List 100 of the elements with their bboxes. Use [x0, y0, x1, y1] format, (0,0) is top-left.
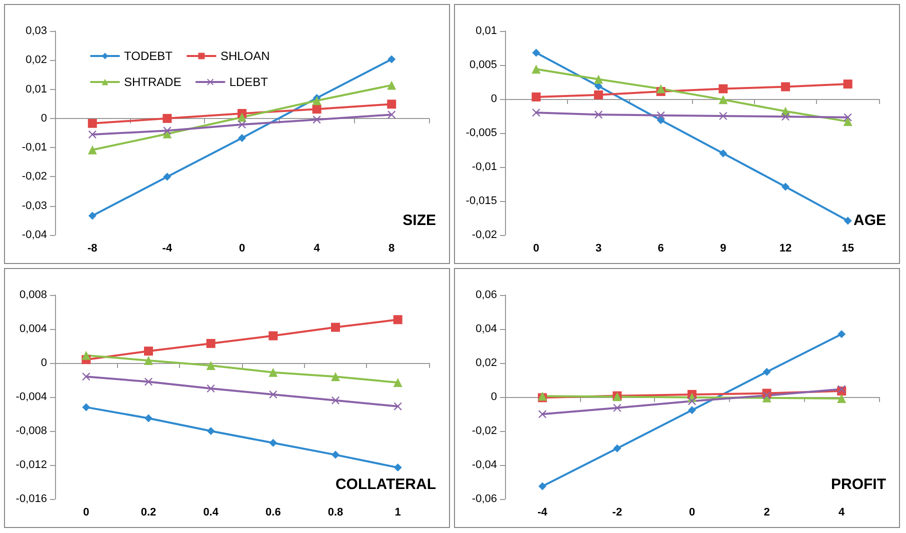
y-tick-label: 0,02	[476, 357, 497, 369]
x-tick-label: 4	[838, 506, 846, 518]
y-tick-label: -0,02	[22, 170, 47, 183]
y-tick-label: -0,01	[22, 142, 47, 154]
y-tick-label: 0,06	[476, 289, 497, 301]
x-tick-label: 0	[83, 506, 90, 518]
y-tick-label: -0,04	[22, 229, 47, 241]
point	[656, 116, 665, 124]
x-tick-label: -2	[612, 506, 622, 518]
point	[238, 112, 246, 122]
point	[782, 112, 790, 121]
point	[331, 322, 340, 332]
point	[88, 118, 97, 128]
y-tick-label: -0,06	[472, 493, 497, 505]
y-tick-label: 0,008	[19, 289, 47, 301]
x-tick-label: 15	[842, 242, 854, 254]
x-tick-label: 0.6	[266, 506, 281, 518]
y-tick-label: -0,012	[16, 459, 47, 471]
point	[688, 397, 696, 406]
point	[762, 391, 771, 400]
x-axis-title: PROFIT	[831, 476, 886, 493]
point	[388, 55, 396, 64]
point	[144, 378, 152, 386]
point	[206, 427, 215, 435]
point	[312, 96, 322, 106]
point	[387, 100, 396, 109]
y-tick-label: -0,01	[472, 161, 497, 173]
point	[762, 368, 771, 376]
point	[238, 134, 246, 142]
y-tick-label: -0,02	[472, 425, 497, 437]
point	[394, 402, 402, 410]
point	[718, 84, 728, 94]
point	[88, 145, 97, 154]
point	[837, 394, 846, 404]
y-tick-label: 0,03	[26, 25, 47, 37]
x-tick-label: 1	[394, 506, 401, 518]
point	[719, 112, 728, 120]
y-tick-label: -0,03	[22, 200, 47, 212]
point	[532, 48, 540, 57]
y-tick-label: -0,005	[466, 127, 497, 139]
x-tick-label: 0.2	[140, 506, 156, 518]
legend-label: SHLOAN	[220, 49, 270, 63]
y-tick-label: 0	[40, 357, 47, 369]
y-tick-label: -0,016	[16, 493, 47, 505]
point	[782, 182, 790, 191]
x-tick-label: 0	[238, 242, 246, 254]
point	[331, 372, 340, 382]
point	[206, 361, 216, 370]
x-tick-label: 0	[533, 242, 540, 254]
x-axis-title: SIZE	[402, 212, 436, 229]
point	[206, 338, 216, 348]
point	[656, 84, 666, 94]
x-tick-label: 4	[314, 242, 321, 254]
x-tick-label: 6	[658, 242, 664, 254]
x-tick-label: 0	[688, 506, 696, 518]
point	[532, 108, 540, 117]
x-axis-title: AGE	[853, 212, 886, 229]
x-tick-label: 0.4	[203, 506, 220, 518]
point	[594, 90, 603, 100]
point	[781, 82, 790, 92]
y-tick-label: -0,02	[472, 229, 497, 241]
y-tick-label: 0	[490, 93, 497, 105]
x-tick-label: -4	[538, 506, 548, 518]
point	[394, 464, 402, 472]
legend-label: LDEBT	[229, 75, 269, 89]
y-tick-label: 0	[490, 391, 497, 403]
point	[613, 444, 622, 452]
point	[532, 64, 541, 74]
point	[843, 80, 852, 89]
point	[538, 410, 546, 418]
y-tick-label: 0	[40, 112, 47, 124]
y-tick-label: -0,015	[466, 195, 497, 207]
point	[238, 120, 246, 129]
x-tick-label: 2	[764, 506, 770, 518]
point	[844, 113, 852, 122]
point	[163, 126, 172, 135]
x-tick-label: 9	[720, 242, 726, 254]
y-tick-label: 0,02	[26, 54, 47, 66]
y-tick-label: 0,005	[469, 59, 497, 71]
point	[387, 80, 396, 90]
point	[206, 384, 215, 392]
y-tick-label: -0,008	[16, 425, 47, 437]
point	[268, 368, 278, 377]
legend-label: TODEBT	[124, 49, 174, 63]
point	[162, 129, 172, 138]
y-tick-label: -0,004	[16, 391, 47, 403]
y-tick-label: -0,04	[472, 459, 497, 471]
point	[532, 92, 541, 102]
y-tick-label: 0,04	[476, 323, 497, 335]
point	[269, 438, 278, 447]
y-tick-label: 0,01	[476, 25, 497, 37]
point	[144, 356, 153, 365]
point	[88, 130, 96, 138]
point	[594, 74, 603, 84]
point	[88, 212, 96, 220]
x-axis-title: COLLATERAL	[335, 476, 436, 493]
point	[838, 330, 846, 338]
point	[838, 385, 846, 394]
point	[656, 111, 665, 120]
point	[268, 331, 278, 340]
